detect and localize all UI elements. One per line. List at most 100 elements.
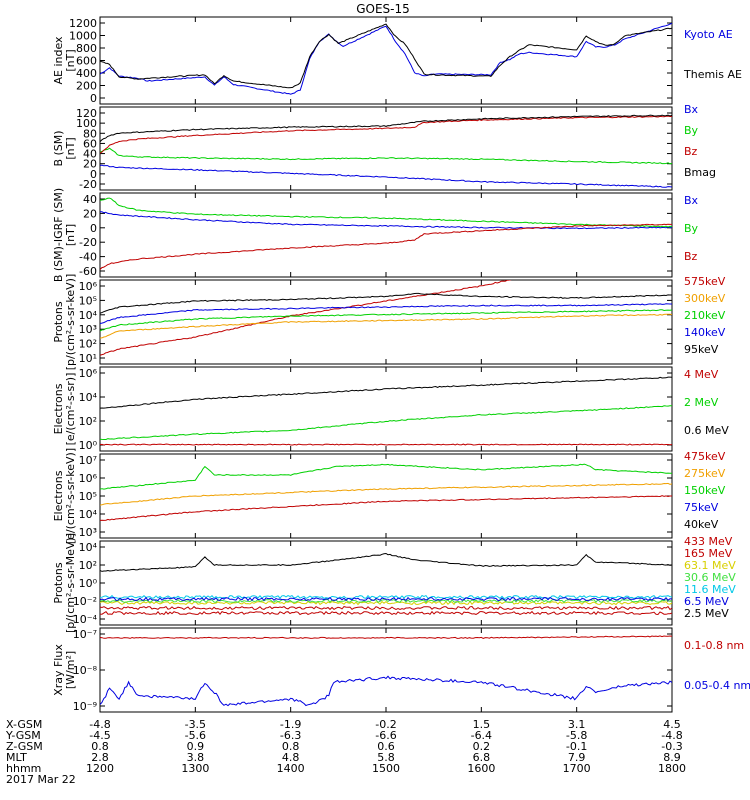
series-line-Bx [100,164,672,188]
y-axis-label: Xray Flux [52,644,65,696]
y-tick-label: 10⁶ [79,367,98,380]
series-line-0.05-0.4-nm [100,675,672,707]
x-row-label: Y-GSM [5,729,41,742]
x-row-value: 0.6 [377,740,395,753]
x-row-value: 4.8 [282,751,300,764]
x-row-value: 1400 [277,762,305,775]
series-line-Bx [100,211,672,230]
y-tick-label: 10⁴ [79,391,98,404]
y-tick-label: 10⁶ [79,280,98,293]
chart-title: GOES-15 [356,2,410,16]
x-row-value: 1800 [658,762,686,775]
series-line-Bz [100,115,672,154]
y-tick-label: 10⁵ [79,294,97,307]
y-tick-label: 10⁻⁸ [73,664,98,677]
x-row-value: -6.4 [471,729,492,742]
series-line-165-MeV [100,605,672,611]
legend-entry: 165 MeV [684,547,733,560]
legend-entry: 575keV [684,275,726,288]
legend-entry: 40keV [684,518,719,531]
legend-entry: 300keV [684,292,726,305]
series-line-575keV [100,280,512,356]
legend-entry: 150keV [684,484,726,497]
series-line-Kyoto-AE [100,22,672,95]
y-tick-label: 10⁻⁴ [73,613,98,626]
y-tick-label: 10³ [79,526,97,539]
y-axis-label: [e/(cm²-s-sr-keV)] [64,448,77,544]
y-tick-label: 0 [90,222,97,235]
x-row-value: 5.8 [377,751,395,764]
x-row-value: 2.8 [91,751,109,764]
y-tick-label: 10² [79,415,97,428]
legend-entry: By [684,222,699,235]
y-tick-label: 400 [76,67,97,80]
panel-frame [99,16,673,105]
legend-entry: Themis AE [683,68,742,81]
y-axis-label: Electrons [52,470,65,521]
series-line-4-MeV [100,443,672,446]
legend-entry: By [684,124,699,137]
y-tick-label: -20 [79,236,97,249]
x-row-value: -4.8 [89,718,110,731]
legend-entry: Bx [684,103,699,116]
x-row-value: -1.9 [280,718,301,731]
x-row-value: 1700 [563,762,591,775]
y-tick-label: 0 [90,92,97,105]
y-tick-label: 80 [83,127,97,140]
legend-entry: Bz [684,250,698,263]
y-tick-label: 10³ [79,323,97,336]
y-axis-label: [nT] [64,137,77,159]
x-row-value: -5.8 [566,729,587,742]
y-tick-label: 600 [76,55,97,68]
series-line-30.6-MeV [100,598,672,604]
x-row-label: X-GSM [6,718,42,731]
series-line-140keV [100,303,672,324]
y-axis-label: [nT] [64,49,77,71]
series-line-11.6-MeV [100,594,672,600]
legend-entry: 433 MeV [684,535,733,548]
x-row-value: 7.9 [568,751,586,764]
x-row-value: 3.8 [187,751,205,764]
x-row-value: 0.8 [91,740,109,753]
y-axis-label: [p/(cm²-s-sr-keV)] [64,274,77,371]
legend-entry: Kyoto AE [684,28,733,41]
legend-entry: 4 MeV [684,368,719,381]
y-tick-label: 10⁴ [79,541,98,554]
legend-entry: 30.6 MeV [684,571,736,584]
legend-entry: 2.5 MeV [684,607,729,620]
y-tick-label: 10⁻⁹ [73,700,97,713]
series-line-By [100,197,672,228]
legend-entry: Bz [684,145,698,158]
x-row-label: MLT [6,751,27,764]
y-tick-label: 10⁶ [79,472,98,485]
panel-frame [99,106,673,191]
x-row-value: 1300 [181,762,209,775]
y-tick-label: 800 [76,42,97,55]
date-label: 2017 Mar 22 [6,773,76,786]
panel-8: 10⁻⁹ 10⁻⁸ 10⁻⁷ Xray Flux [W/m²] 0.1-0.8 nm 0.0… [52,627,750,713]
panel-7: 10⁻⁴ 10⁻² 10⁰ 10² 10⁴ Protons [p/(cm²-s-sr-MeV… [52,533,736,633]
series-line-275keV [100,482,672,506]
y-tick-label: 20 [83,158,97,171]
series-line-Bmag [100,114,672,143]
y-axis-label: B (SM) [52,130,65,166]
x-row-value: -4.5 [89,729,110,742]
y-tick-label: 1000 [69,30,97,43]
y-axis-label: [nT] [64,224,77,246]
series-line-By [100,147,672,165]
x-row-value: -6.6 [375,729,396,742]
x-row-value: 8.9 [663,751,681,764]
legend-entry: Bx [684,194,699,207]
x-row-value: 1500 [372,762,400,775]
y-axis-label: Protons [52,562,65,603]
y-tick-label: 60 [83,137,97,150]
x-row-value: 4.5 [663,718,681,731]
y-tick-label: 1200 [69,17,97,30]
legend-entry: 95keV [684,343,719,356]
series-line-475keV [100,495,672,521]
legend-entry: 6.5 MeV [684,595,729,608]
legend-entry: 0.6 MeV [684,424,729,437]
